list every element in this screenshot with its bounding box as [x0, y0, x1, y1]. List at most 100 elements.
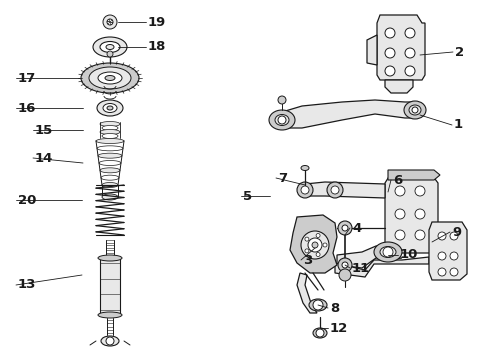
Circle shape: [449, 232, 457, 240]
Circle shape: [311, 242, 317, 248]
Ellipse shape: [98, 312, 122, 318]
Circle shape: [404, 48, 414, 58]
Circle shape: [437, 252, 445, 260]
Text: 3: 3: [303, 253, 312, 266]
Text: 5: 5: [243, 189, 252, 202]
Circle shape: [384, 28, 394, 38]
Polygon shape: [366, 35, 376, 65]
Text: 6: 6: [392, 174, 402, 186]
Ellipse shape: [102, 126, 118, 130]
Circle shape: [394, 230, 404, 240]
Text: 4: 4: [351, 221, 361, 234]
Circle shape: [384, 48, 394, 58]
Circle shape: [315, 252, 320, 257]
Ellipse shape: [408, 105, 420, 115]
Circle shape: [106, 337, 114, 345]
Ellipse shape: [100, 130, 120, 135]
Circle shape: [107, 51, 113, 57]
Circle shape: [301, 186, 308, 194]
Text: 1: 1: [453, 118, 462, 131]
Ellipse shape: [98, 255, 122, 261]
Polygon shape: [384, 80, 412, 93]
Circle shape: [278, 96, 285, 104]
Circle shape: [305, 249, 308, 253]
Circle shape: [394, 186, 404, 196]
Circle shape: [338, 269, 350, 281]
Polygon shape: [376, 15, 424, 80]
Text: 19: 19: [148, 15, 166, 28]
Circle shape: [394, 209, 404, 219]
Ellipse shape: [403, 101, 425, 119]
Circle shape: [326, 182, 342, 198]
Ellipse shape: [312, 328, 326, 338]
Polygon shape: [387, 170, 439, 180]
Circle shape: [315, 329, 324, 337]
Polygon shape: [428, 222, 466, 280]
Circle shape: [411, 107, 417, 113]
Text: 13: 13: [18, 279, 36, 292]
Ellipse shape: [101, 336, 119, 346]
Circle shape: [382, 247, 392, 257]
Circle shape: [278, 116, 285, 124]
Circle shape: [404, 28, 414, 38]
Text: 18: 18: [148, 40, 166, 54]
Text: 14: 14: [35, 152, 53, 165]
Ellipse shape: [89, 67, 131, 89]
Ellipse shape: [274, 114, 288, 126]
Text: 9: 9: [451, 225, 460, 238]
Circle shape: [414, 209, 424, 219]
Text: 12: 12: [329, 321, 347, 334]
Ellipse shape: [268, 110, 294, 130]
Ellipse shape: [99, 161, 121, 166]
Ellipse shape: [373, 242, 401, 262]
Ellipse shape: [105, 76, 115, 81]
Polygon shape: [100, 258, 120, 315]
Polygon shape: [289, 215, 336, 273]
Circle shape: [330, 186, 338, 194]
Polygon shape: [336, 246, 401, 268]
Circle shape: [107, 19, 113, 25]
Circle shape: [305, 237, 308, 241]
Text: 11: 11: [351, 261, 369, 274]
Text: 16: 16: [18, 102, 36, 114]
Polygon shape: [296, 273, 316, 313]
Text: 15: 15: [35, 123, 53, 136]
Circle shape: [384, 66, 394, 76]
Text: 8: 8: [329, 302, 339, 315]
Ellipse shape: [301, 166, 308, 171]
Circle shape: [449, 252, 457, 260]
Ellipse shape: [97, 100, 123, 116]
Ellipse shape: [107, 106, 113, 110]
Polygon shape: [282, 100, 414, 128]
Circle shape: [404, 66, 414, 76]
Text: 20: 20: [18, 194, 36, 207]
Ellipse shape: [102, 134, 118, 139]
Circle shape: [337, 221, 351, 235]
Circle shape: [437, 232, 445, 240]
Text: 10: 10: [399, 248, 418, 261]
Polygon shape: [334, 257, 428, 277]
Circle shape: [414, 186, 424, 196]
Ellipse shape: [379, 247, 395, 257]
Circle shape: [341, 262, 347, 268]
Circle shape: [315, 234, 320, 238]
Ellipse shape: [103, 104, 117, 112]
Circle shape: [301, 231, 328, 259]
Circle shape: [103, 15, 117, 29]
Circle shape: [337, 258, 351, 272]
Circle shape: [341, 225, 347, 231]
Polygon shape: [384, 175, 437, 253]
Ellipse shape: [100, 122, 120, 126]
Ellipse shape: [100, 41, 120, 53]
Ellipse shape: [93, 37, 127, 57]
Ellipse shape: [106, 45, 114, 49]
Text: 7: 7: [278, 171, 286, 184]
Ellipse shape: [97, 146, 123, 151]
Ellipse shape: [81, 63, 139, 93]
Ellipse shape: [96, 139, 124, 144]
Circle shape: [437, 268, 445, 276]
Ellipse shape: [100, 168, 120, 173]
Ellipse shape: [308, 299, 326, 311]
Ellipse shape: [98, 72, 122, 84]
Text: 17: 17: [18, 72, 36, 85]
